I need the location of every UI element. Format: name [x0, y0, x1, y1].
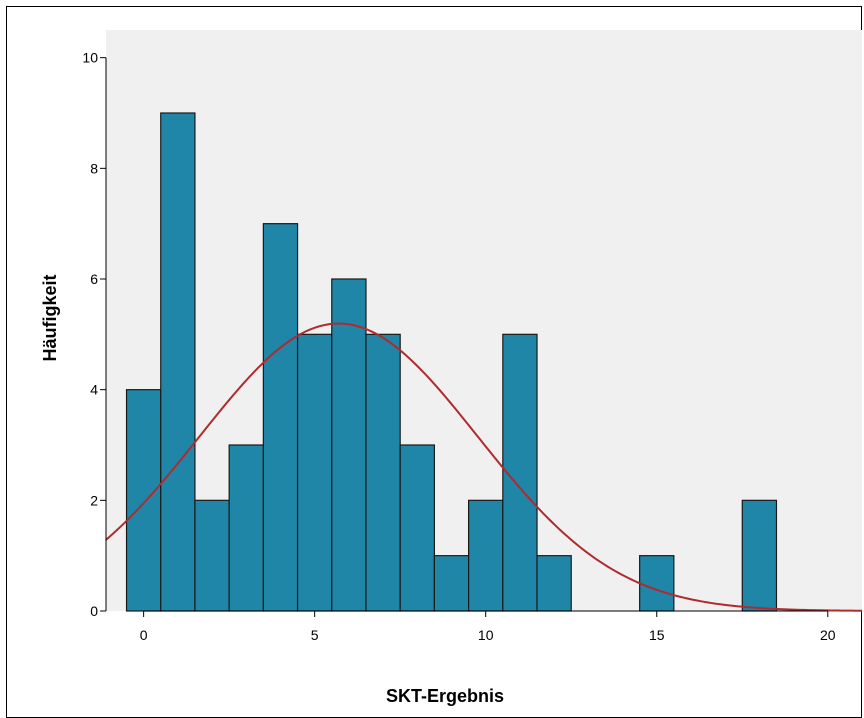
y-tick-label: 2 [90, 492, 98, 508]
histogram-bar [331, 278, 367, 612]
histogram-bar [639, 555, 675, 612]
y-tick-label: 10 [82, 50, 98, 66]
histogram-bar [536, 555, 572, 612]
histogram-bars [125, 112, 778, 612]
x-axis-ticks: 0 5 10 15 20 [140, 611, 836, 643]
histogram-bar [741, 499, 778, 612]
y-tick-label: 6 [90, 271, 98, 287]
histogram-bar [262, 223, 299, 612]
y-tick-label: 8 [90, 160, 98, 176]
x-axis-title: SKT-Ergebnis [386, 686, 504, 706]
histogram-bar [194, 499, 230, 612]
histogram-bar [433, 555, 470, 612]
y-tick-label: 4 [90, 382, 98, 398]
histogram-bar [468, 499, 504, 612]
y-axis-ticks: 0 2 4 6 8 10 [82, 50, 106, 619]
x-tick-label: 15 [649, 627, 665, 643]
x-tick-label: 10 [478, 627, 494, 643]
x-tick-label: 0 [140, 627, 148, 643]
histogram-bar [228, 444, 264, 612]
histogram-bar [125, 389, 162, 612]
x-tick-label: 20 [820, 627, 836, 643]
histogram-bar [160, 112, 196, 612]
histogram-bar [296, 333, 333, 612]
histogram-bar [399, 444, 435, 612]
y-axis-title: Häufigkeit [40, 274, 60, 361]
y-tick-label: 0 [90, 603, 98, 619]
histogram-bar [365, 333, 401, 612]
normal-distribution-curve [105, 322, 863, 612]
x-tick-label: 5 [311, 627, 319, 643]
